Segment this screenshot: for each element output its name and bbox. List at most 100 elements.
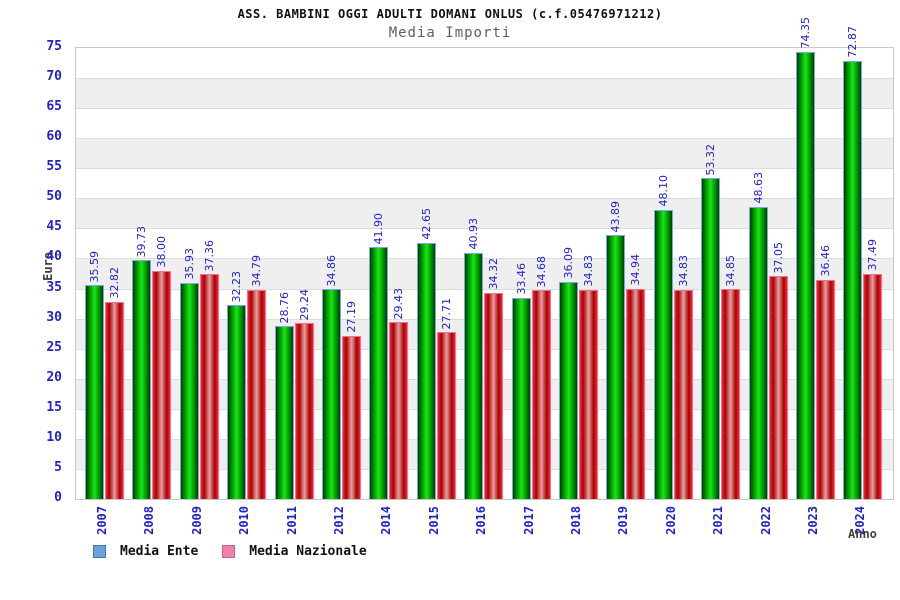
y-tick-label: 10	[46, 429, 62, 445]
y-tick-label: 35	[46, 279, 62, 295]
value-label-media-nazionale: 27.19	[345, 301, 358, 333]
bar-media-nazionale	[579, 289, 598, 499]
bar-media-nazionale	[721, 289, 741, 499]
bar-media-ente	[227, 305, 247, 499]
x-tick-label: 2020	[663, 506, 678, 535]
chart-subtitle: Media Importi	[388, 25, 512, 41]
x-tick-label: 2022	[758, 506, 773, 535]
bar-media-ente	[511, 297, 531, 499]
legend-swatch-media-ente	[93, 545, 106, 558]
bar-media-ente	[416, 242, 436, 499]
bar-media-nazionale	[436, 332, 456, 499]
bar-media-nazionale	[199, 274, 219, 499]
value-label-media-nazionale: 37.05	[771, 241, 785, 274]
plot-band	[76, 48, 893, 79]
value-label-media-ente: 74.35	[799, 17, 812, 49]
x-axis-title: Anno	[848, 527, 877, 541]
plot-area: 35.59 32.82 39.73 38.00 35.93 37.36 32.23 34.79…	[75, 17, 894, 500]
bar-media-nazionale	[152, 270, 172, 499]
plot-band	[76, 138, 893, 169]
y-tick-label: 5	[54, 459, 62, 475]
plot-band	[76, 168, 893, 199]
y-tick-label: 70	[46, 69, 62, 85]
bar-media-nazionale	[673, 289, 693, 499]
bar-media-ente	[653, 209, 673, 499]
bar-media-ente	[369, 247, 389, 499]
value-label-media-nazionale: 32.82	[108, 267, 121, 299]
x-tick-label: 2008	[142, 506, 157, 535]
bar-media-ente	[748, 206, 768, 499]
value-label-media-ente: 53.32	[704, 143, 718, 176]
bar-media-ente	[701, 178, 721, 499]
value-label-media-nazionale: 27.71	[439, 297, 453, 330]
bar-media-ente	[179, 282, 199, 499]
bar-media-nazionale	[389, 322, 409, 499]
gridline	[76, 258, 893, 260]
value-label-media-ente: 72.87	[846, 26, 860, 58]
legend-label-media-ente: Media Ente	[120, 544, 199, 559]
y-tick-label: 15	[46, 399, 62, 415]
bar-media-ente	[274, 326, 294, 499]
value-label-media-ente: 43.89	[609, 200, 623, 233]
gridline	[76, 168, 893, 170]
y-tick-label: 0	[54, 490, 62, 505]
bar-media-nazionale	[105, 301, 124, 499]
chart-title: ASS. BAMBINI OGGI ADULTI DOMANI ONLUS (c…	[237, 7, 663, 21]
value-label-media-nazionale: 34.85	[724, 254, 738, 287]
x-tick-label: 2009	[189, 506, 204, 535]
y-tick-label: 45	[46, 219, 62, 235]
value-label-media-nazionale: 37.36	[202, 239, 216, 272]
value-label-media-nazionale: 37.49	[866, 239, 880, 271]
value-label-media-ente: 34.86	[325, 254, 338, 287]
x-tick-label: 2007	[95, 506, 109, 535]
value-label-media-nazionale: 34.94	[629, 254, 643, 286]
y-tick-label: 55	[46, 159, 62, 175]
bar-media-nazionale	[484, 292, 504, 499]
x-tick-label: 2010	[237, 506, 252, 535]
bar-media-nazionale	[247, 289, 267, 499]
bar-media-ente	[85, 285, 104, 499]
value-label-media-nazionale: 36.46	[819, 245, 832, 277]
legend-label-media-nazionale: Media Nazionale	[249, 544, 367, 559]
value-label-media-ente: 35.93	[182, 248, 196, 280]
value-label-media-nazionale: 34.32	[487, 258, 501, 290]
value-label-media-ente: 28.76	[277, 291, 291, 324]
value-label-media-ente: 35.59	[88, 250, 101, 283]
x-tick-label: 2015	[426, 506, 441, 535]
y-tick-label: 50	[46, 189, 62, 205]
bar-media-ente	[606, 235, 626, 499]
x-tick-label: 2017	[521, 506, 536, 535]
bar-media-ente	[464, 252, 484, 499]
value-label-media-nazionale: 38.00	[155, 236, 169, 268]
gridline	[76, 198, 893, 200]
gridline	[76, 108, 893, 110]
value-label-media-ente: 48.63	[751, 172, 765, 204]
value-label-media-ente: 41.90	[372, 212, 386, 245]
y-tick-label: 65	[46, 99, 62, 115]
legend-swatch-media-nazionale	[222, 545, 236, 558]
y-tick-label: 25	[46, 339, 62, 355]
x-tick-label: 2011	[284, 506, 299, 535]
y-tick-label: 30	[46, 309, 62, 325]
x-tick-label: 2014	[379, 506, 394, 535]
bar-media-ente	[559, 281, 578, 499]
value-label-media-ente: 40.93	[467, 218, 481, 250]
x-tick-label: 2019	[616, 506, 631, 535]
value-label-media-ente: 33.46	[514, 263, 528, 295]
gridline	[76, 138, 893, 140]
bar-media-nazionale	[294, 323, 314, 499]
value-label-media-nazionale: 34.83	[676, 255, 690, 287]
x-tick-label: 2012	[332, 506, 346, 535]
value-label-media-ente: 32.23	[230, 270, 244, 303]
value-label-media-nazionale: 34.79	[250, 255, 264, 287]
value-label-media-nazionale: 34.83	[582, 255, 595, 287]
bars-layer: 35.59 32.82 39.73 38.00 35.93 37.36 32.23 34.79…	[76, 17, 893, 499]
bar-media-ente	[796, 51, 815, 499]
x-tick-label: 2021	[711, 506, 726, 535]
bar-media-ente	[132, 260, 152, 499]
value-label-media-ente: 39.73	[135, 225, 149, 258]
plot-band	[76, 108, 893, 139]
value-label-media-ente: 36.09	[562, 247, 575, 279]
x-tick-label: 2016	[474, 506, 489, 535]
